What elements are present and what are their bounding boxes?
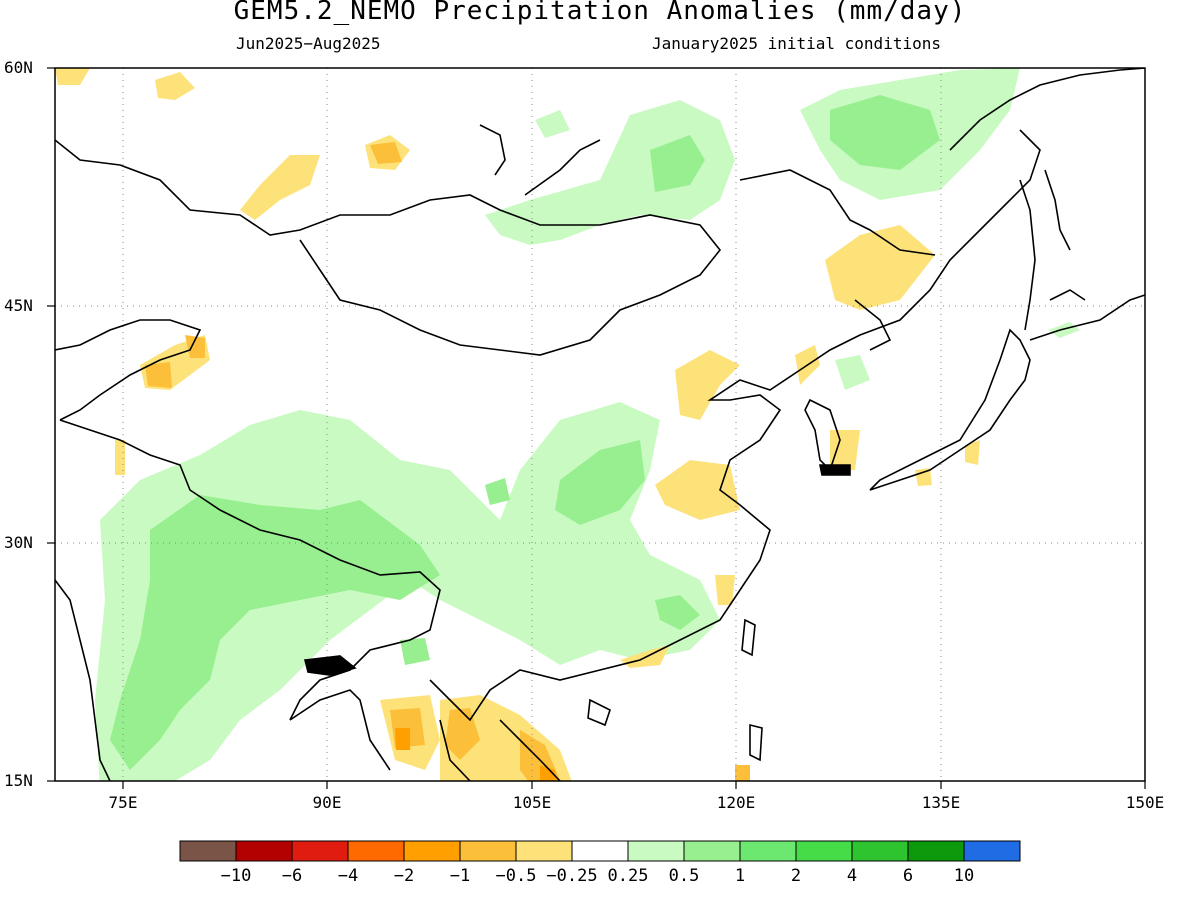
lon-label-105e: 105E [513,793,552,812]
lon-label-120e: 120E [717,793,756,812]
initial-conditions-label: January2025 initial conditions [652,34,941,53]
colorbar: −10 −6 −4 −2 −1 −0.5 −0.25 0.25 0.5 1 2 4 6 10 [179,840,1021,886]
colorbar-swatch [683,840,741,862]
lon-label-90e: 90E [313,793,342,812]
colorbar-label: −1 [450,866,470,886]
lon-label-135e: 135E [922,793,961,812]
colorbar-swatch [795,840,853,862]
colorbar-label: −10 [221,866,252,886]
medium-green-anomaly [110,95,940,770]
colorbar-swatch [459,840,517,862]
colorbar-label: 4 [847,866,857,886]
colorbar-label: 10 [954,866,974,886]
colorbar-label: −4 [338,866,358,886]
lat-label-15n: 15N [4,771,33,790]
colorbar-label: 2 [791,866,801,886]
colorbar-swatch [571,840,629,862]
lon-label-75e: 75E [109,793,138,812]
colorbar-swatch [179,840,237,862]
colorbar-swatch [963,840,1021,862]
colorbar-label: 1 [735,866,745,886]
colorbar-swatch [347,840,405,862]
anomaly-shading [55,68,1080,781]
map-title: GEM5.2_NEMO Precipitation Anomalies (mm/… [233,0,967,26]
map-frame [54,67,1146,782]
colorbar-label: −2 [394,866,414,886]
colorbar-label: 0.25 [608,866,649,886]
colorbar-swatch [515,840,573,862]
coastlines-and-borders [55,68,1145,781]
lat-label-30n: 30N [4,533,33,552]
forecast-period: Jun2025−Aug2025 [236,34,381,53]
colorbar-swatch [403,840,461,862]
colorbar-swatch [235,840,293,862]
colorbar-label: 0.5 [669,866,700,886]
colorbar-label: 6 [903,866,913,886]
colorbar-swatch [851,840,909,862]
colorbar-swatch [291,840,349,862]
colorbar-swatch [907,840,965,862]
lat-label-60n: 60N [4,58,33,77]
axis-ticks [47,67,1146,789]
colorbar-label: −0.5 [496,866,537,886]
lon-label-150e: 150E [1126,793,1165,812]
colorbar-swatch [739,840,797,862]
light-green-anomaly [95,68,1080,781]
colorbar-label: −0.25 [546,866,597,886]
lat-label-45n: 45N [4,296,33,315]
colorbar-swatch [627,840,685,862]
colorbar-label: −6 [282,866,302,886]
orange-anomaly [395,728,557,781]
